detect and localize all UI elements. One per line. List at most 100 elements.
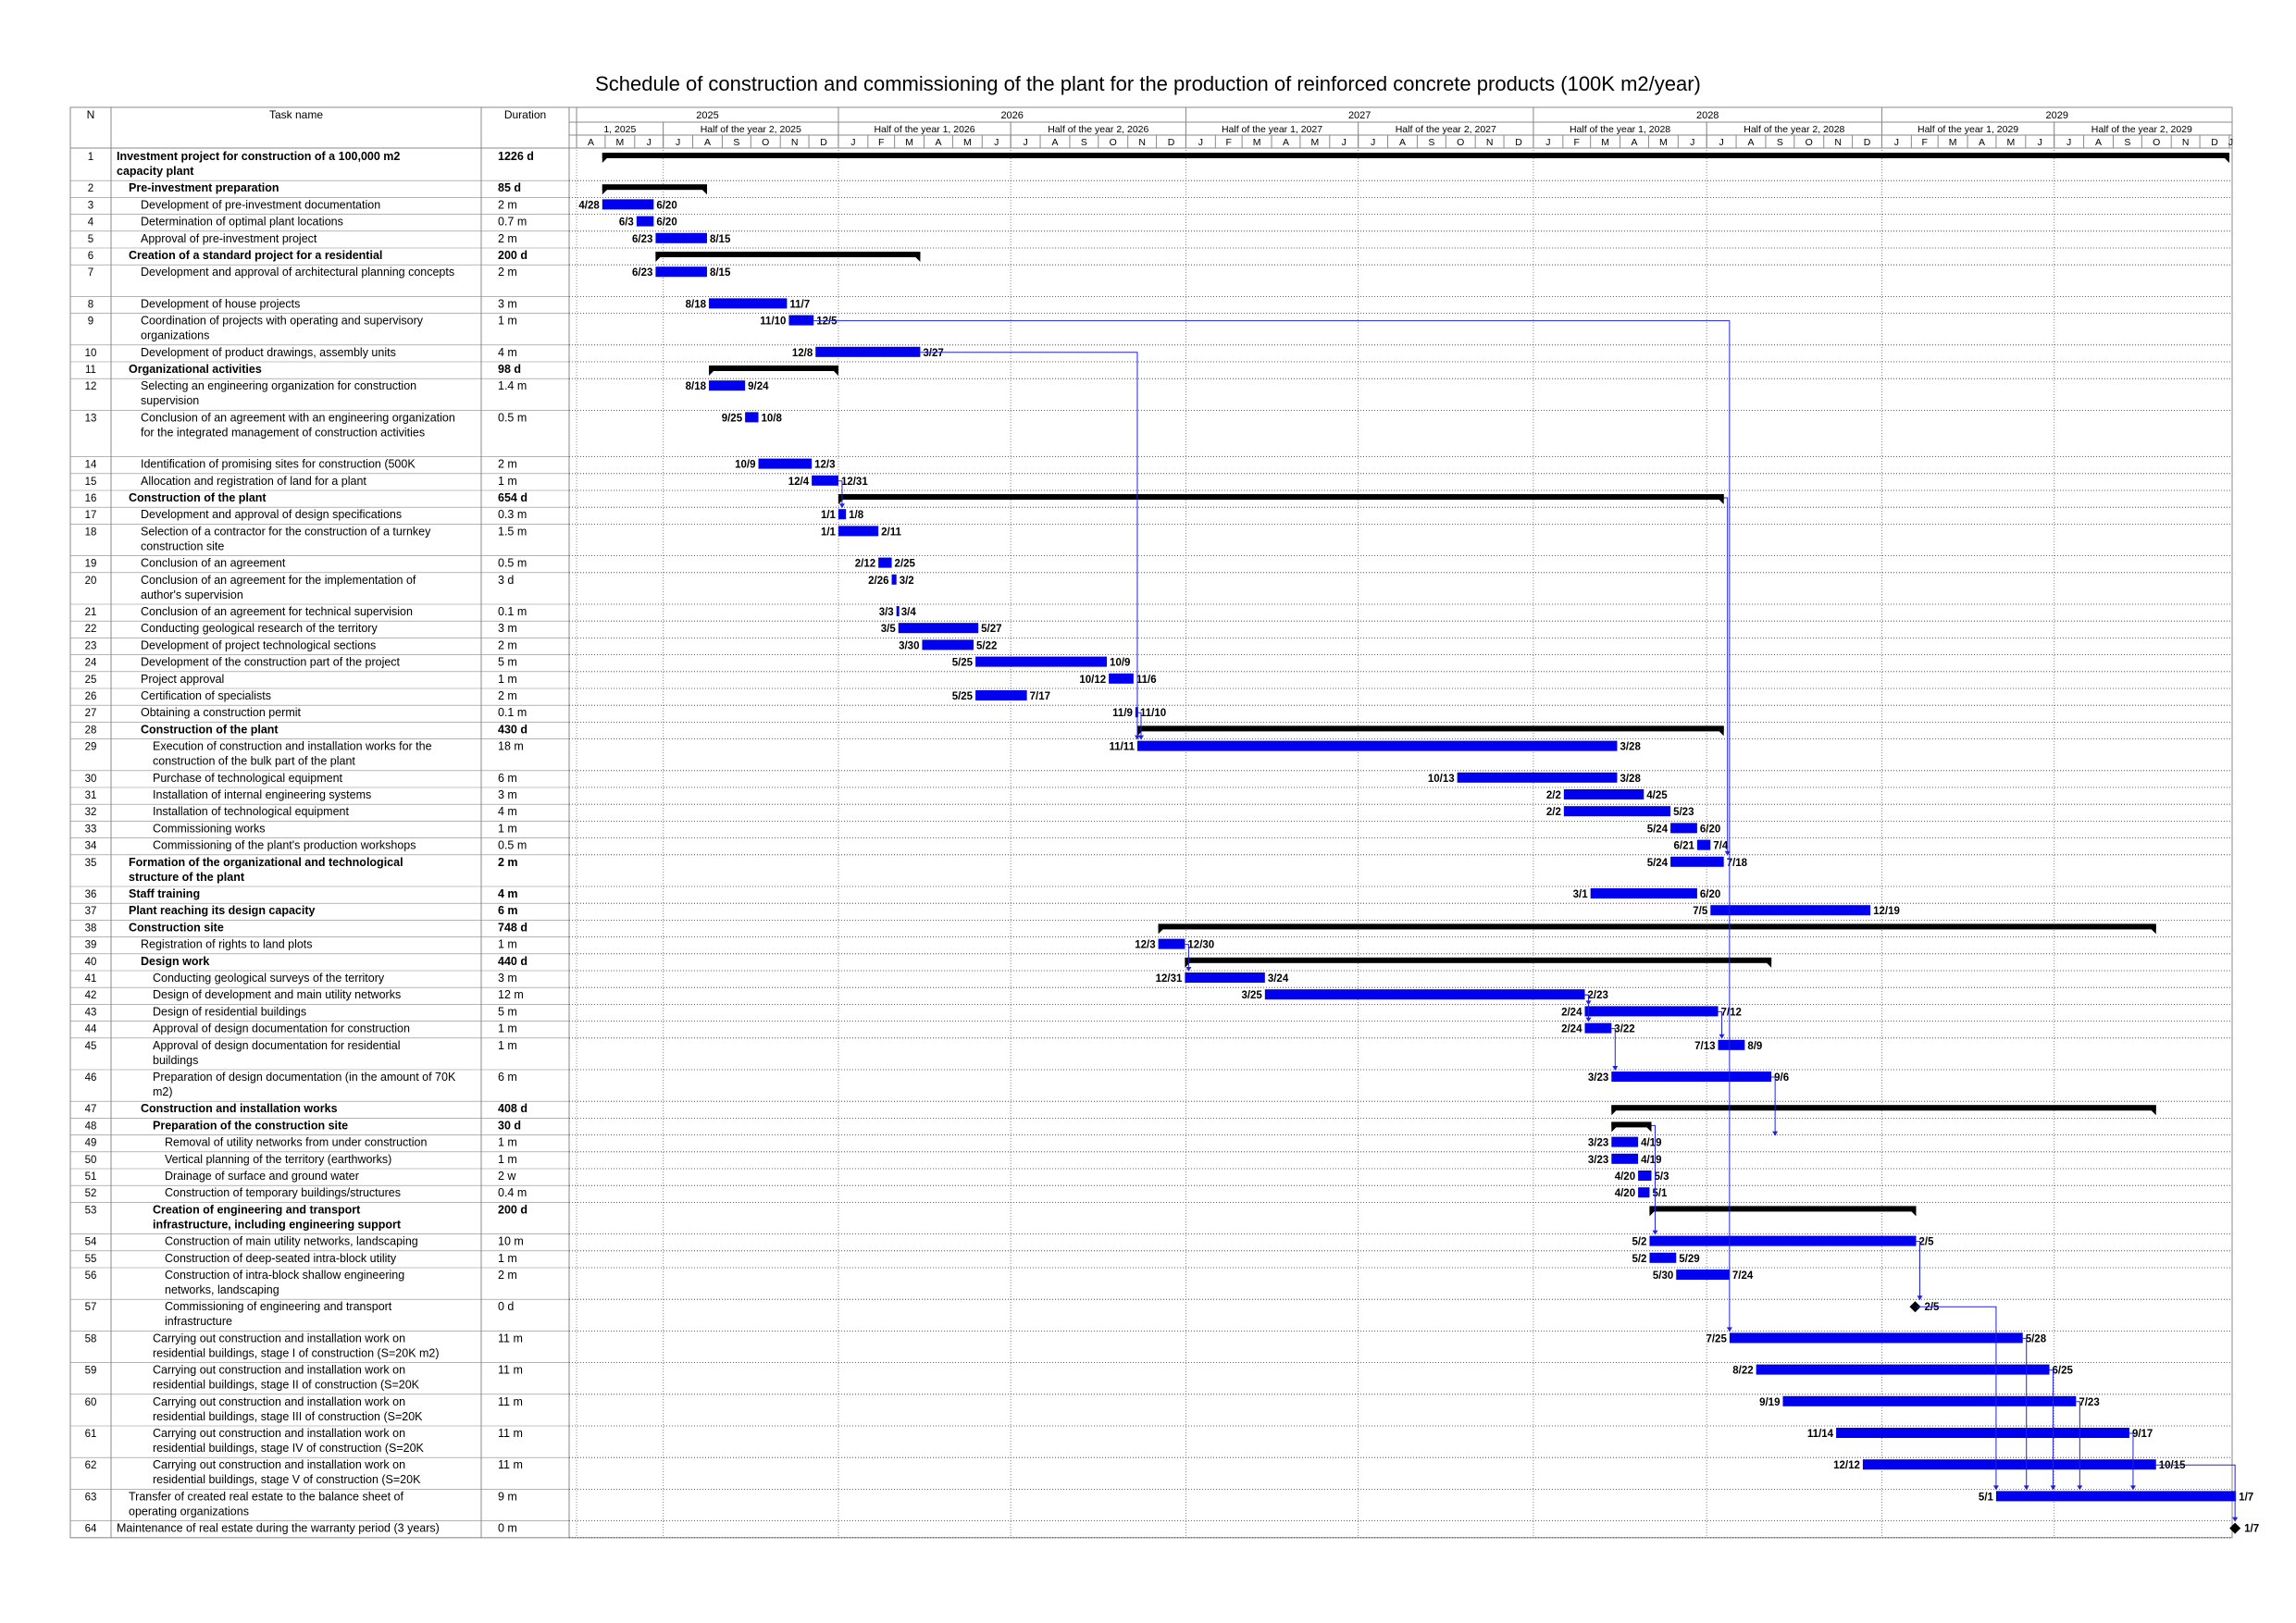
row-number: 55 <box>85 1254 97 1265</box>
task-name: Development of product drawings, assembl… <box>141 346 396 359</box>
row-number: 45 <box>85 1041 97 1052</box>
task-duration: 0.1 m <box>498 706 527 719</box>
dependency-link <box>1185 944 1189 971</box>
task-bar <box>815 346 921 357</box>
task-name: infrastructure, including engineering su… <box>153 1218 402 1231</box>
dependency-arrow <box>1992 1485 1999 1491</box>
row-number: 33 <box>85 824 97 835</box>
row-number: 22 <box>85 624 97 635</box>
summary-end-marker <box>1718 725 1724 737</box>
row-number: 49 <box>85 1138 97 1149</box>
task-name: Drainage of surface and ground water <box>165 1170 359 1183</box>
month-label: M <box>615 137 624 148</box>
row-number: 60 <box>85 1397 97 1408</box>
task-start-label: 12/31 <box>1156 973 1183 985</box>
row-number: 58 <box>85 1333 97 1344</box>
row-number: 20 <box>85 576 97 587</box>
task-name: Registration of rights to land plots <box>141 938 313 951</box>
month-label: O <box>1457 137 1464 148</box>
task-name: networks, landscaping <box>165 1283 279 1296</box>
task-start-label: 3/23 <box>1588 1138 1608 1149</box>
task-duration: 10 m <box>498 1235 524 1248</box>
task-name: Conclusion of an agreement for the imple… <box>141 574 416 587</box>
task-start-label: 5/1 <box>1979 1492 1994 1503</box>
task-end-label: 7/4 <box>1713 841 1729 852</box>
month-label: J <box>1719 137 1723 148</box>
month-label: D <box>2211 137 2218 148</box>
task-duration: 11 m <box>498 1395 523 1408</box>
summary-bar <box>602 153 2229 158</box>
task-end-label: 8/15 <box>710 234 731 245</box>
half-year-label: Half of the year 2, 2027 <box>1396 124 1496 135</box>
task-duration: 0.5 m <box>498 839 527 852</box>
half-year-label: Half of the year 1, 2027 <box>1222 124 1322 135</box>
half-year-label: Half of the year 1, 2028 <box>1570 124 1670 135</box>
task-start-label: 10/9 <box>735 460 755 471</box>
task-end-label: 2/25 <box>895 559 916 570</box>
task-end-label: 3/28 <box>1620 742 1641 753</box>
month-label: J <box>1545 137 1550 148</box>
summary-start-marker <box>709 365 715 376</box>
task-start-label: 10/12 <box>1079 675 1106 686</box>
dependency-link <box>2022 1337 2028 1490</box>
task-duration: 4 m <box>498 887 518 900</box>
task-name: Commissioning of the plant's production … <box>153 839 416 852</box>
summary-end-marker <box>1766 957 1772 968</box>
row-number: 43 <box>85 1007 97 1018</box>
task-end-label: 6/25 <box>2053 1366 2074 1377</box>
task-end-label: 12/3 <box>814 460 835 471</box>
task-name: Design of development and main utility n… <box>153 988 401 1001</box>
task-duration: 0.4 m <box>498 1186 527 1199</box>
task-duration: 85 d <box>498 181 521 194</box>
task-duration: 30 d <box>498 1119 521 1132</box>
task-name: Purchase of technological equipment <box>153 772 343 785</box>
task-bar <box>1158 938 1185 949</box>
month-label: N <box>1834 137 1842 148</box>
summary-start-marker <box>1649 1206 1656 1217</box>
task-bar <box>878 557 892 568</box>
task-duration: 0 d <box>498 1300 514 1313</box>
task-start-label: 4/20 <box>1615 1188 1635 1199</box>
month-label: M <box>963 137 972 148</box>
task-name: Commissioning of engineering and transpo… <box>165 1300 392 1313</box>
task-duration: 11 m <box>498 1427 523 1440</box>
task-bar <box>758 458 813 469</box>
task-bar <box>1611 1072 1772 1082</box>
task-bar <box>655 266 707 278</box>
task-duration: 430 d <box>498 723 527 736</box>
dependency-arrow <box>1772 1131 1779 1136</box>
task-end-label: 12/30 <box>1187 940 1214 951</box>
half-year-label: Half of the year 1, 2029 <box>1917 124 2018 135</box>
task-name: Development of pre-investment documentat… <box>141 198 380 211</box>
task-start-label: 9/25 <box>722 413 743 424</box>
task-end-label: 5/3 <box>1655 1171 1669 1183</box>
month-label: A <box>704 137 711 148</box>
month-label: A <box>1283 137 1289 148</box>
task-end-label: 5/27 <box>981 624 1001 635</box>
summary-bar <box>602 184 707 191</box>
summary-bar <box>655 252 921 257</box>
month-label: A <box>935 137 941 148</box>
task-end-label: 3/4 <box>901 607 917 618</box>
milestone-diamond <box>2229 1522 2241 1534</box>
task-start-label: 1/1 <box>821 527 837 538</box>
month-label: M <box>1659 137 1668 148</box>
dependency-arrow <box>1612 1066 1619 1071</box>
task-name: Plant reaching its design capacity <box>129 904 316 917</box>
dependency-arrow <box>838 503 845 509</box>
task-name: Carrying out construction and installati… <box>153 1364 405 1377</box>
task-name: Conclusion of an agreement with an engin… <box>141 411 455 424</box>
task-name: Construction of intra-block shallow engi… <box>165 1269 404 1282</box>
row-number: 14 <box>85 460 97 471</box>
task-name: Carrying out construction and installati… <box>153 1395 405 1408</box>
task-duration: 0.1 m <box>498 605 527 618</box>
month-label: J <box>1690 137 1694 148</box>
task-end-label: 12/31 <box>841 477 868 488</box>
task-name: Development of house projects <box>141 297 300 310</box>
summary-bar <box>1185 957 1772 963</box>
task-name: Selection of a contractor for the constr… <box>141 525 431 538</box>
summary-bar <box>1611 1121 1652 1128</box>
summary-end-marker <box>1718 494 1724 504</box>
task-duration: 6 m <box>498 772 517 785</box>
task-name: capacity plant <box>117 165 194 178</box>
